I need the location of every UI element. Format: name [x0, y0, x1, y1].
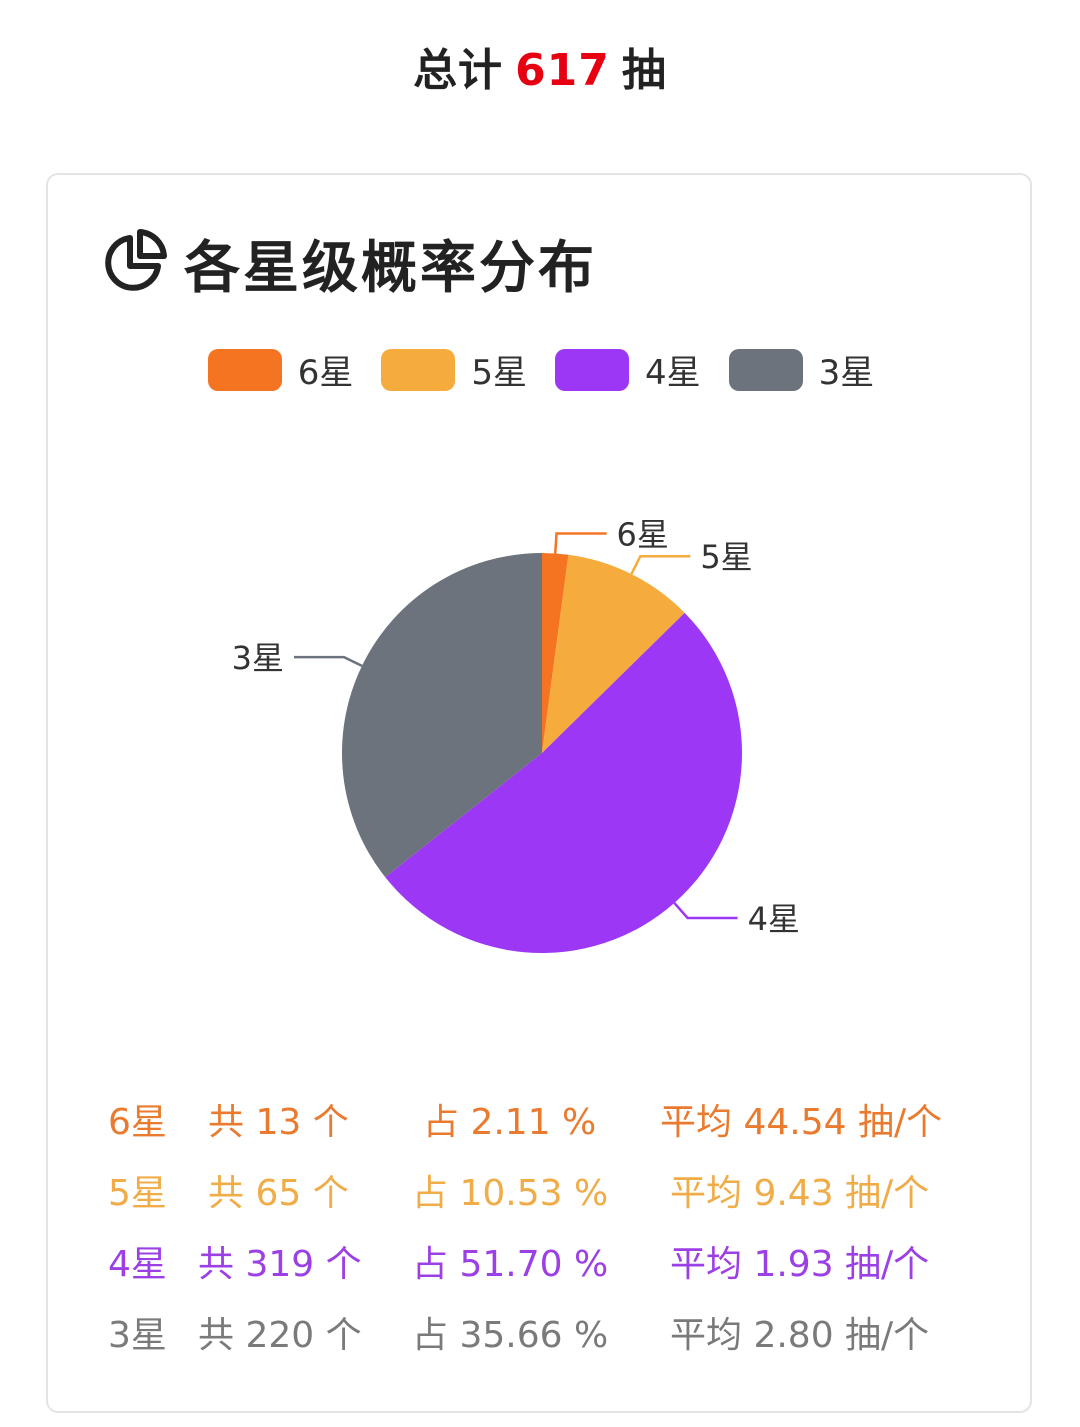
stat-percent: 占 10.53 % [412, 1173, 609, 1214]
chart-legend: 6星 5星 4星 3星 [48, 345, 1034, 394]
pie-slice-5star[interactable] [542, 554, 685, 753]
pie-leader-line [293, 655, 363, 668]
stat-percent: 占 35.66 % [412, 1315, 609, 1356]
stats-table: 6星 共 13 个 占 2.11 % 平均 44.54 抽/个 5星 共 65 … [48, 1085, 1034, 1369]
stat-row-5star: 5星 共 65 个 占 10.53 % 平均 9.43 抽/个 [48, 1156, 1034, 1227]
stat-percent: 占 2.11 % [423, 1102, 597, 1143]
card-title: 各星级概率分布 [184, 235, 597, 301]
stat-count: 共 65 个 [208, 1173, 349, 1214]
pie-slice-6star[interactable] [542, 553, 569, 753]
legend-item-5star[interactable]: 5星 [381, 345, 527, 394]
total-pulls-summary: 总计 617 抽 [0, 34, 1080, 98]
stat-star: 3星 [108, 1315, 167, 1356]
pie-leader-line [553, 532, 607, 554]
legend-label: 6星 [297, 353, 354, 393]
stat-row-4star: 4星 共 319 个 占 51.70 % 平均 1.93 抽/个 [48, 1227, 1034, 1298]
pie-label: 3星 [232, 639, 284, 677]
stat-star: 5星 [108, 1173, 167, 1214]
stat-star: 4星 [108, 1244, 167, 1285]
pie-label: 5星 [700, 538, 752, 576]
legend-swatch [555, 348, 629, 391]
legend-item-4star[interactable]: 4星 [555, 345, 701, 394]
stat-count: 共 220 个 [198, 1315, 362, 1356]
legend-label: 5星 [471, 353, 527, 393]
stat-percent: 占 51.70 % [412, 1244, 609, 1285]
stat-count: 共 319 个 [198, 1244, 362, 1285]
pie-slice-4star[interactable] [385, 612, 743, 954]
pie-label: 4星 [748, 900, 800, 938]
stat-count: 共 13 个 [208, 1102, 349, 1143]
legend-item-3star[interactable]: 3星 [728, 345, 875, 394]
legend-label: 4星 [645, 353, 701, 393]
legend-swatch [207, 348, 282, 391]
stat-average: 平均 2.80 抽/个 [670, 1315, 930, 1356]
pie-slice-3star[interactable] [342, 553, 542, 878]
pie-label: 6星 [617, 515, 669, 553]
stat-row-3star: 3星 共 220 个 占 35.66 % 平均 2.80 抽/个 [48, 1298, 1034, 1369]
total-count: 617 [515, 45, 610, 96]
stat-star: 6星 [108, 1102, 167, 1143]
pie-chart: 6星 5星 4星 3星 [232, 515, 800, 954]
pie-leader-line [630, 554, 691, 575]
legend-label: 3星 [818, 353, 875, 393]
pie-chart-icon [105, 229, 167, 291]
legend-item-6star[interactable]: 6星 [207, 345, 354, 394]
legend-swatch [728, 348, 803, 391]
card-header: 各星级概率分布 [100, 223, 597, 303]
stat-average: 平均 44.54 抽/个 [660, 1102, 943, 1143]
pie-leader-line [673, 902, 738, 920]
distribution-card: 各星级概率分布 6星 5星 4星 3星 6星 5星 4星 3星 6星 共 13 个 占… [46, 173, 1032, 1413]
total-prefix: 总计 [413, 45, 504, 96]
stat-average: 平均 1.93 抽/个 [670, 1244, 930, 1285]
legend-swatch [381, 348, 456, 391]
total-suffix: 抽 [621, 45, 667, 96]
stat-average: 平均 9.43 抽/个 [670, 1173, 930, 1214]
stat-row-6star: 6星 共 13 个 占 2.11 % 平均 44.54 抽/个 [48, 1085, 1034, 1156]
